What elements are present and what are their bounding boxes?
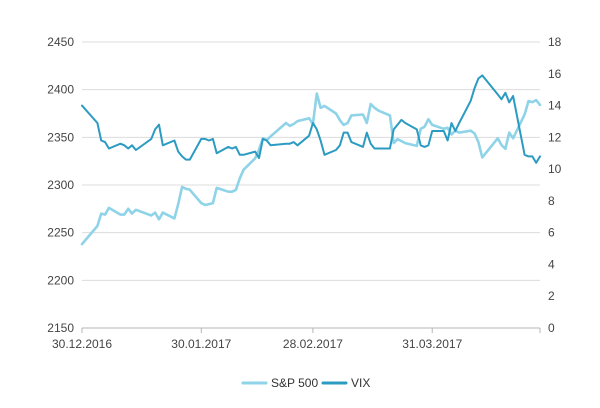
y-right-tick-label: 14 [548, 99, 562, 113]
y-right-tick-label: 12 [548, 130, 562, 144]
y-left-tick-label: 2400 [47, 83, 74, 97]
series-line-vix [81, 74, 541, 164]
y-right-tick-label: 16 [548, 67, 562, 81]
x-tick-label: 31.03.2017 [402, 337, 462, 351]
y-right-tick-label: 4 [548, 257, 555, 271]
y-left-tick-label: 2250 [47, 226, 74, 240]
series-line-sp500 [80, 92, 542, 246]
y-right-tick-label: 18 [548, 35, 562, 49]
legend-label-vix: VIX [351, 376, 370, 390]
y-right-tick-label: 0 [548, 321, 555, 335]
legend-label-sp500: S&P 500 [271, 376, 318, 390]
y-right-tick-label: 10 [548, 162, 562, 176]
gridlines [82, 41, 540, 281]
series-lines [80, 74, 542, 246]
x-tick-label: 30.12.2016 [52, 337, 112, 351]
y-left-tick-label: 2300 [47, 178, 74, 192]
axes: 2150 2200 2250 2300 2350 2400 2450 0 2 4 6 8 10 12 14 1… [47, 35, 561, 351]
x-tick-label: 30.01.2017 [171, 337, 231, 351]
legend: S&P 500 VIX [241, 376, 370, 390]
y-left-tick-label: 2350 [47, 130, 74, 144]
y-left-tick-label: 2150 [47, 321, 74, 335]
y-right-tick-label: 2 [548, 289, 555, 303]
y-right-tick-label: 6 [548, 226, 555, 240]
y-left-tick-label: 2450 [47, 35, 74, 49]
x-tick-label: 28.02.2017 [283, 337, 343, 351]
y-right-tick-label: 8 [548, 194, 555, 208]
y-left-tick-label: 2200 [47, 273, 74, 287]
